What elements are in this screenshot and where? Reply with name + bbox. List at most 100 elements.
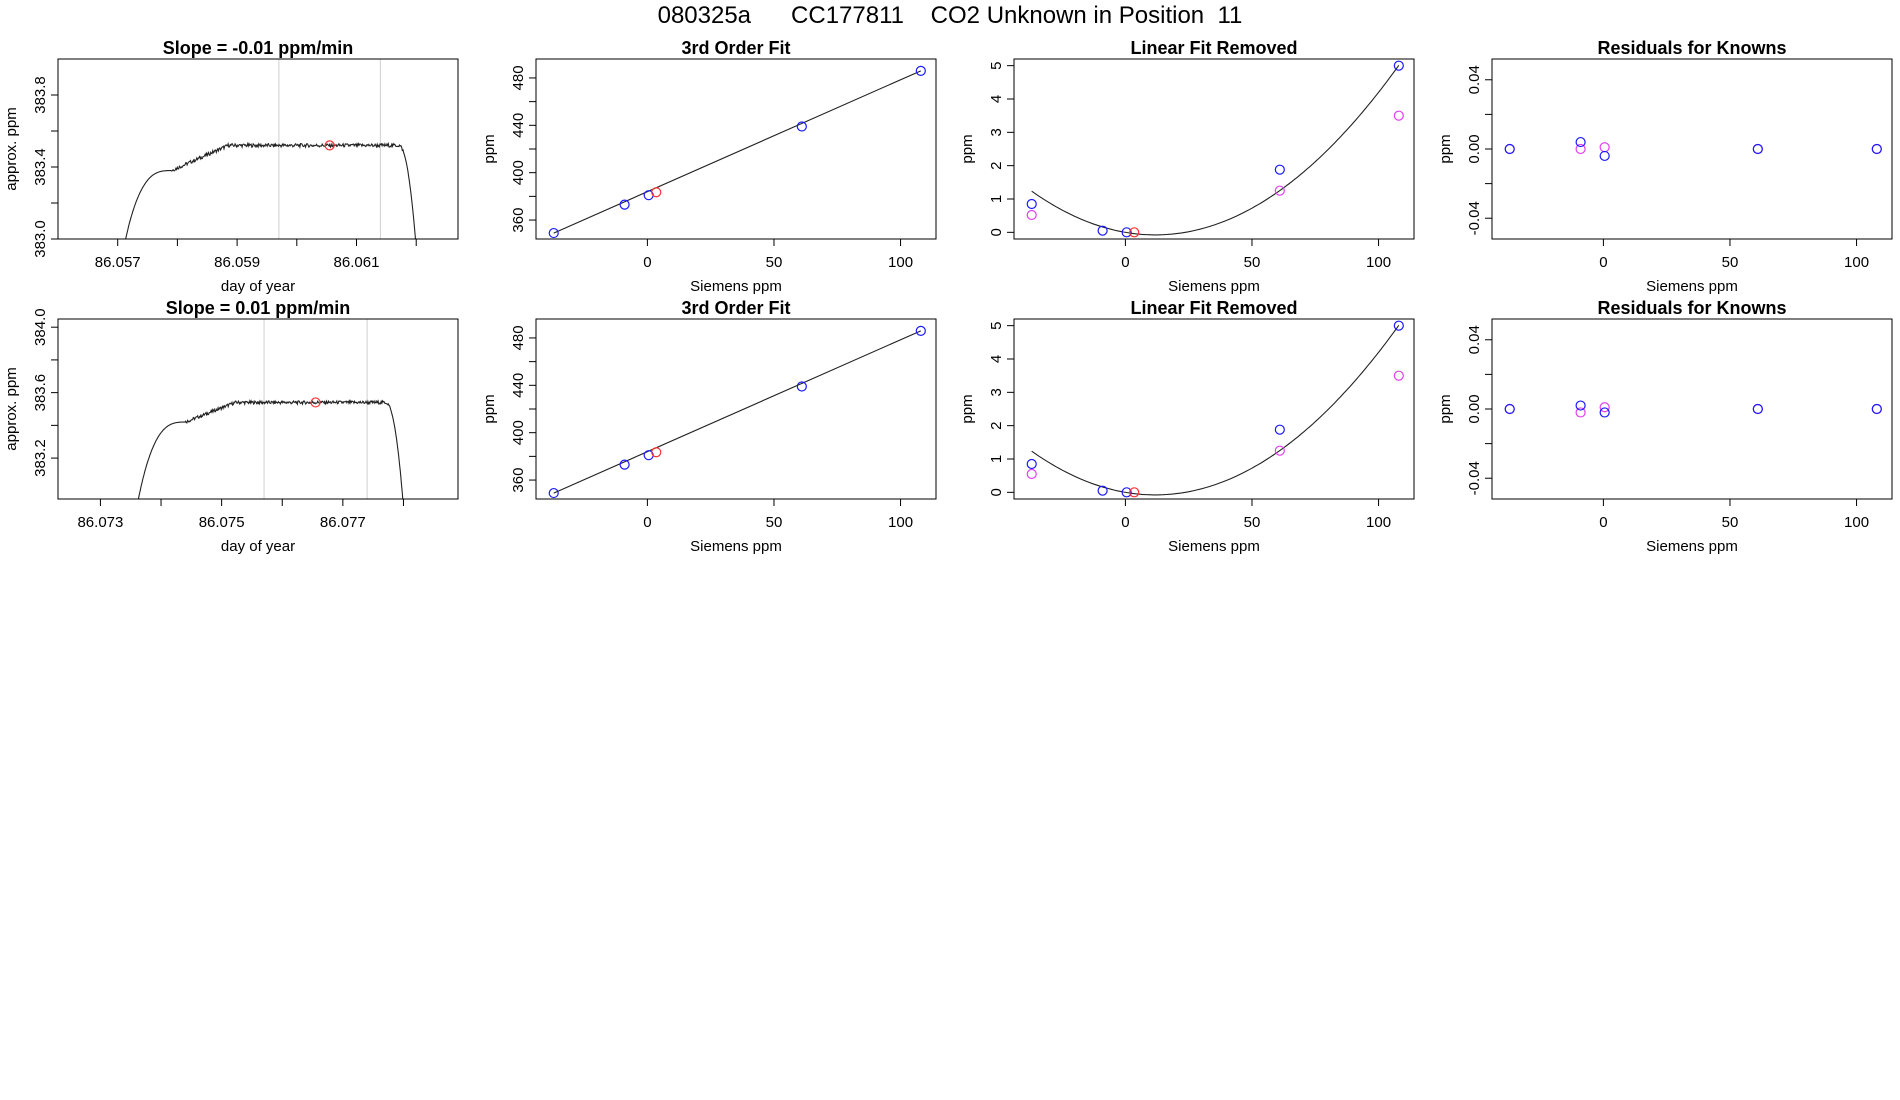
known-point xyxy=(1575,400,1586,411)
y-axis-label: ppm xyxy=(481,394,498,423)
plot-title: Linear Fit Removed xyxy=(1130,298,1297,318)
plot-frame xyxy=(57,318,459,500)
plot-area xyxy=(1026,60,1404,238)
unknown-point xyxy=(651,447,662,458)
y-axis-label: ppm xyxy=(959,394,976,423)
y-axis-label: ppm xyxy=(959,134,976,163)
y-tick-label: 383.6 xyxy=(32,374,49,412)
unknown-point xyxy=(651,187,662,198)
raw-point xyxy=(1026,468,1037,480)
chart-r2-residuals: Residuals for Knowns ppm Siemens ppm 0 50 100… xyxy=(1437,298,1893,555)
known-point xyxy=(1599,407,1610,418)
x-tick-label: 100 xyxy=(1366,514,1391,531)
known-point xyxy=(1871,143,1882,155)
plot-title: Residuals for Knowns xyxy=(1597,38,1786,58)
known-point xyxy=(1026,198,1037,210)
chart-r2-timeseries: Slope = 0.01 ppm/min approx. ppm day of ye… xyxy=(3,298,459,555)
unknown-point-marker xyxy=(310,397,321,408)
y-tick-label: 5 xyxy=(988,321,1005,329)
y-tick-label: 3 xyxy=(988,128,1005,136)
raw-point xyxy=(1393,110,1404,121)
y-tick-label: 4 xyxy=(988,355,1005,363)
known-point xyxy=(1504,403,1515,415)
x-tick-label: 100 xyxy=(1844,514,1869,531)
y-tick-label: 384.0 xyxy=(32,308,49,346)
plot-area xyxy=(1026,320,1404,498)
known-point xyxy=(1097,225,1108,236)
x-tick-label: 100 xyxy=(888,254,913,271)
fit-curve xyxy=(1031,324,1400,496)
fit-curve xyxy=(1031,64,1400,236)
y-tick-label: 0.04 xyxy=(1466,65,1483,94)
x-axis-label: day of year xyxy=(221,538,295,555)
known-point xyxy=(1121,487,1132,498)
raw-point xyxy=(1274,185,1285,196)
chart-r1-timeseries: Slope = -0.01 ppm/min approx. ppm day of y… xyxy=(3,38,459,295)
plot-title: Residuals for Knowns xyxy=(1597,298,1786,318)
plot-frame xyxy=(535,318,937,500)
plot-area xyxy=(137,319,404,499)
unknown-point-marker xyxy=(324,140,335,151)
x-tick-label: 50 xyxy=(1722,514,1739,531)
y-tick-label: 480 xyxy=(510,325,527,350)
raw-point xyxy=(1026,209,1037,221)
x-tick-label: 0 xyxy=(643,254,651,271)
y-tick-label: 400 xyxy=(510,160,527,185)
y-tick-label: -0.04 xyxy=(1466,461,1483,495)
fit-line xyxy=(553,330,922,494)
chart-r1-fit: 3rd Order Fit ppm Siemens ppm 0 50 100 360 400 4… xyxy=(481,38,937,295)
x-axis-label: Siemens ppm xyxy=(1646,278,1738,295)
x-axis-label: day of year xyxy=(221,278,295,295)
known-point xyxy=(1599,150,1610,162)
series-trace xyxy=(125,141,417,239)
x-tick-label: 100 xyxy=(888,514,913,531)
y-tick-label: 2 xyxy=(988,161,1005,169)
plot-area xyxy=(548,325,926,499)
y-tick-label: 440 xyxy=(510,373,527,398)
y-tick-label: 0 xyxy=(988,488,1005,496)
x-tick-label: 0 xyxy=(643,514,651,531)
known-point xyxy=(1393,320,1404,331)
x-axis-label: Siemens ppm xyxy=(1646,538,1738,555)
unknown-point xyxy=(1129,487,1140,498)
x-tick-label: 0 xyxy=(1599,254,1607,271)
chart-r2-linear-removed: Linear Fit Removed ppm Siemens ppm 0 50 100 0 1… xyxy=(959,298,1415,555)
raw-point xyxy=(1575,407,1586,418)
plot-frame xyxy=(1013,58,1415,240)
x-tick-label: 86.073 xyxy=(77,514,123,531)
known-point xyxy=(1575,136,1586,148)
x-tick-label: 50 xyxy=(1244,514,1261,531)
known-point xyxy=(796,381,807,392)
x-tick-label: 86.075 xyxy=(199,514,245,531)
x-tick-label: 0 xyxy=(1599,514,1607,531)
raw-point xyxy=(1599,142,1610,153)
x-tick-label: 86.059 xyxy=(214,254,260,271)
y-tick-label: 383.0 xyxy=(32,220,49,258)
y-tick-label: 4 xyxy=(988,95,1005,103)
plot-area xyxy=(548,65,926,239)
known-point xyxy=(619,459,630,470)
x-axis-label: Siemens ppm xyxy=(690,538,782,555)
known-point xyxy=(915,65,926,76)
raw-point xyxy=(1599,402,1610,413)
known-point xyxy=(1274,164,1285,175)
plot-title: Linear Fit Removed xyxy=(1130,38,1297,58)
y-axis-label: ppm xyxy=(481,134,498,163)
x-tick-label: 50 xyxy=(1244,254,1261,271)
known-point xyxy=(1097,485,1108,496)
x-tick-label: 100 xyxy=(1366,254,1391,271)
y-tick-label: 1 xyxy=(988,195,1005,203)
y-tick-label: 383.4 xyxy=(32,148,49,186)
known-point xyxy=(1274,424,1285,435)
x-tick-label: 86.077 xyxy=(320,514,366,531)
y-tick-label: 440 xyxy=(510,113,527,138)
plot-frame xyxy=(57,58,459,240)
chart-r1-linear-removed: Linear Fit Removed ppm Siemens ppm 0 50 100 0 1… xyxy=(959,38,1415,295)
y-axis-label: ppm xyxy=(1437,394,1454,423)
y-axis-label: approx. ppm xyxy=(3,107,20,190)
y-tick-label: 2 xyxy=(988,421,1005,429)
known-point xyxy=(915,325,926,336)
y-tick-label: 383.2 xyxy=(32,439,49,477)
y-tick-label: 0.00 xyxy=(1466,134,1483,163)
x-tick-label: 0 xyxy=(1121,254,1129,271)
